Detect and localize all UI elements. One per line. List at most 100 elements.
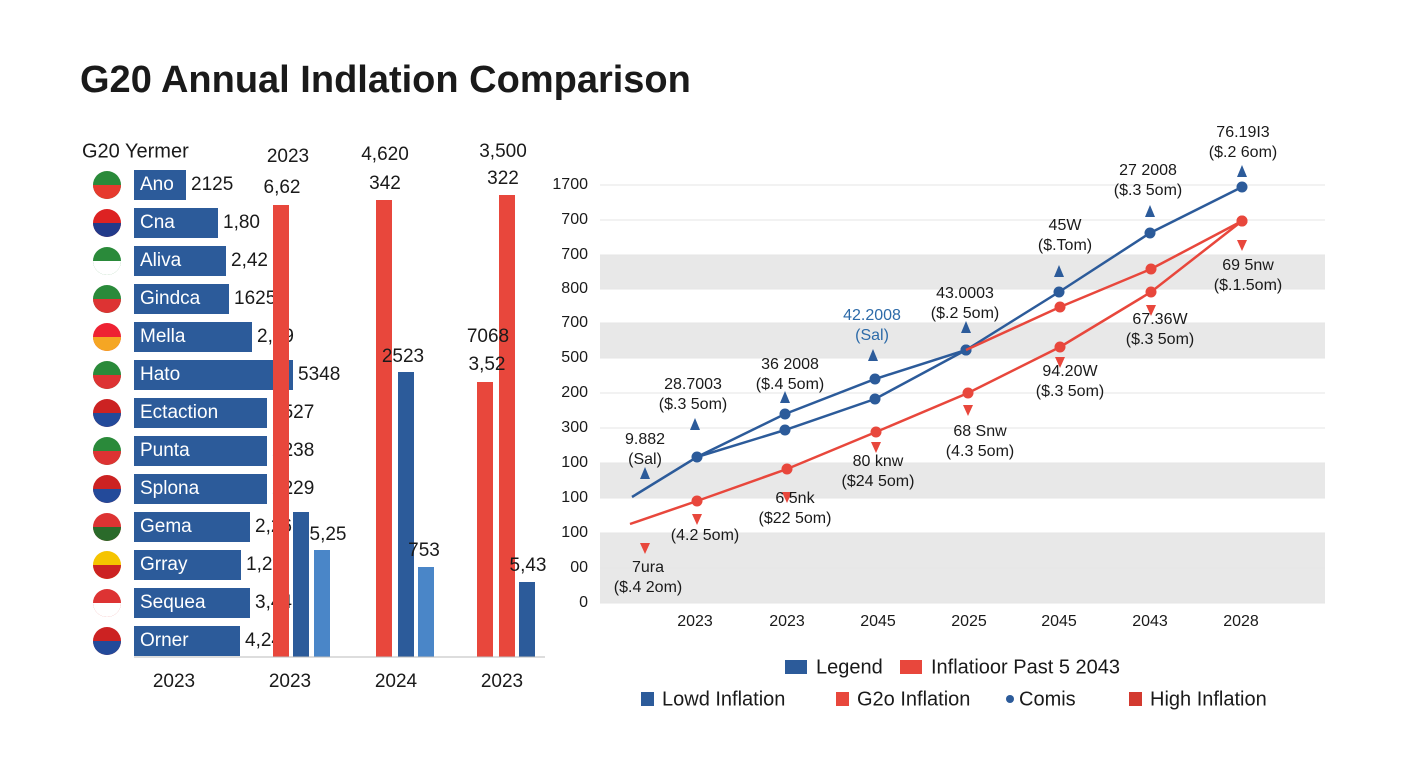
annotation: 27 2008 [1119,162,1177,179]
bar [134,474,267,504]
bar-label: 322 [487,168,519,189]
marker [1237,165,1247,177]
annotation: 69 5nw [1222,257,1274,274]
annotation: ($24 5om) [842,473,915,490]
y-label: 100 [561,524,588,541]
marker [871,442,881,453]
line [629,220,1243,526]
annotation: ($.4 2om) [614,579,682,596]
annotation: (Sal) [855,327,889,344]
row-label: Ectaction [140,402,218,423]
bar [134,170,186,200]
marker [690,418,700,430]
row-label: Aliva [140,250,182,271]
bar-label: 4,620 [361,144,409,165]
point [1144,227,1156,239]
flag-stripe [93,603,121,617]
annotation: ($.2 6om) [1209,144,1277,161]
row-label: Hato [140,364,180,385]
bar-label: 342 [369,173,401,194]
bar [134,550,241,580]
band [600,533,1325,568]
flag-stripe [93,261,121,275]
point [1145,263,1157,275]
annotation: 36 2008 [761,356,819,373]
x-label: 2045 [1041,613,1077,630]
annotation: 28.7003 [664,376,722,393]
y-label: 700 [561,211,588,228]
point [779,408,791,420]
legend-label: Comis [1019,688,1076,710]
marker [1237,240,1247,251]
bar [134,208,218,238]
legend-swatch [900,660,922,674]
bar-label: 3,52 [469,354,506,375]
line [965,219,1243,352]
annotation: (Sal) [628,451,662,468]
marker [1145,205,1155,217]
bar-label: 7068 [467,326,509,347]
x-label: 2045 [860,613,896,630]
legend-label: Legend [816,656,883,678]
point [1054,341,1066,353]
column-bar [418,567,434,657]
marker [1054,265,1064,277]
band [600,568,1325,603]
bar [134,246,226,276]
column-bar [499,195,515,657]
row-label: Orner [140,630,189,651]
x-label: 2023 [269,671,311,692]
marker [1146,305,1156,316]
point [691,495,703,507]
annotation: ($.3 5om) [1126,331,1194,348]
x-label: 2023 [153,671,195,692]
row-label: Gema [140,516,192,537]
legend-swatch [641,692,654,706]
point [1236,181,1248,193]
marker [868,349,878,361]
bar-label: 3,500 [479,141,527,162]
annotation: ($.3 5om) [659,396,727,413]
point [1054,301,1066,313]
point [962,387,974,399]
y-label: 100 [561,489,588,506]
x-label: 2023 [677,613,713,630]
annotation: 43.0003 [936,285,994,302]
flag-stripe [93,489,121,503]
annotation: ($.4 5om) [756,376,824,393]
column-bar [293,512,309,657]
y-label: 300 [561,419,588,436]
annotation: (4.3 5om) [946,443,1014,460]
flag-stripe [93,641,121,655]
marker [640,543,650,554]
flag-stripe [93,185,121,199]
bar [134,588,250,618]
y-label: 00 [570,559,588,576]
y-label: 100 [561,454,588,471]
annotation: 42.2008 [843,307,901,324]
row-value: 2,42 [231,250,268,271]
annotation: 6 5nk [775,490,815,507]
legend-swatch [1006,695,1014,703]
row-label: Gindca [140,288,201,309]
annotation: ($.2 5om) [931,305,999,322]
column-bar [519,582,535,657]
annotation: 7ura [632,559,664,576]
flag-stripe [93,375,121,389]
marker [782,492,792,503]
column-bar [314,550,330,657]
band [600,255,1325,289]
column-bar [477,382,493,657]
flag-stripe [93,413,121,427]
bar-label: 6,62 [264,177,301,198]
annotation: 67.36W [1132,311,1188,328]
row-value: 2125 [191,174,233,195]
x-label: 2043 [1132,613,1168,630]
flag-stripe [93,565,121,579]
annotation: ($.3 5om) [1036,383,1104,400]
x-label: 2024 [375,671,418,692]
legend-label: Inflatioor Past 5 2043 [931,656,1120,678]
subtitle: G20 Yermer [82,140,189,162]
bar-label: 5,25 [310,524,347,545]
title: G20 Annual Indlation Comparison [80,59,691,101]
